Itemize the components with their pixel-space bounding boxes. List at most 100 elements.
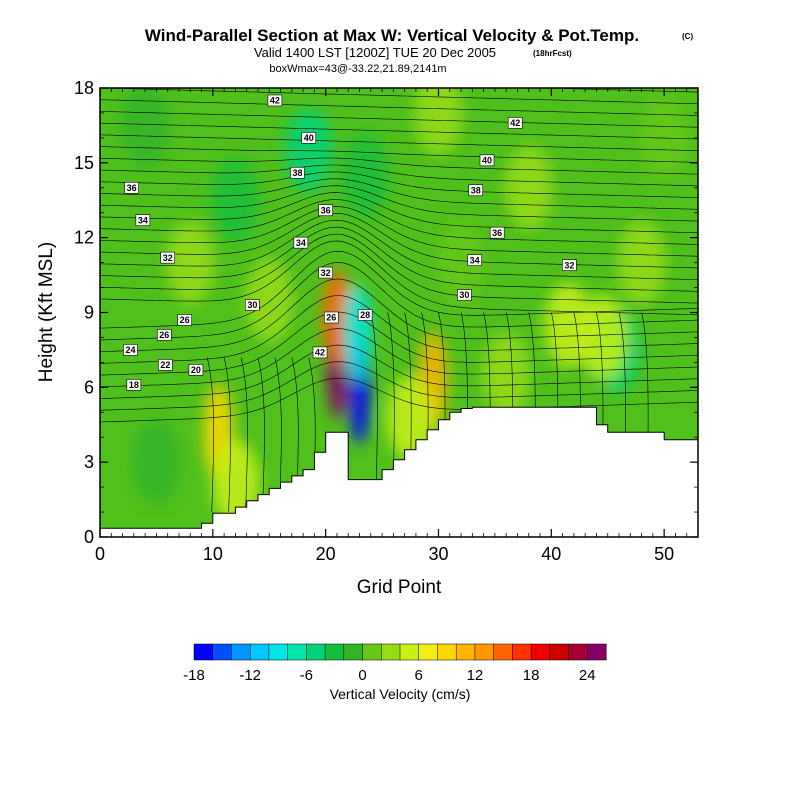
x-axis-ticks: 0 10 20 30 40 50	[95, 88, 699, 564]
vertical-velocity-field	[121, 88, 689, 525]
forecast-hour: (18hrFcst)	[533, 49, 572, 58]
contour-label-4: 26	[157, 329, 172, 341]
isentrope-12	[100, 219, 698, 280]
svg-text:26: 26	[326, 313, 336, 323]
svg-text:24: 24	[125, 345, 135, 355]
contour-label-6: 30	[245, 299, 260, 311]
svg-text:36: 36	[492, 228, 502, 238]
isentrope-6	[100, 278, 698, 352]
colorbar-swatch-19	[549, 643, 570, 661]
isentrope-20	[100, 164, 698, 187]
contour-label-7: 42	[312, 346, 328, 359]
contour-label-0: 18	[126, 379, 142, 391]
w-cell-12	[284, 108, 333, 193]
contour-label-21: 36	[489, 226, 505, 239]
contour-label-11: 34	[135, 214, 151, 227]
isentrope-23	[100, 134, 698, 151]
w-cell-7	[386, 375, 435, 460]
contour-label-5: 26	[177, 314, 192, 326]
contour-label-22: 38	[468, 184, 484, 197]
w-cell-14	[341, 133, 390, 218]
lee-contour-0	[206, 357, 215, 513]
colorbar-swatch-6	[306, 643, 326, 661]
colorbar-label: Vertical Velocity (cm/s)	[330, 686, 471, 702]
contour-label-8: 26	[324, 311, 339, 324]
contour-label-20: 34	[467, 254, 482, 266]
isentrope-13	[100, 212, 698, 269]
y-axis-label: Height (Kft MSL)	[36, 242, 57, 382]
colorbar-swatch-12	[418, 643, 439, 661]
svg-text:42: 42	[315, 348, 325, 358]
x-tick-label-4: 40	[541, 544, 561, 564]
isentrope-21	[100, 157, 698, 175]
colorbar-tick-0: -18	[183, 667, 205, 684]
theta-contours	[100, 88, 698, 513]
contour-label-3: 24	[123, 344, 138, 356]
svg-text:32: 32	[564, 260, 574, 270]
colorbar-swatch-18	[530, 643, 551, 661]
isentrope-2	[100, 344, 698, 399]
w-cell-17	[504, 145, 553, 230]
x-tick-label-1: 10	[203, 544, 223, 564]
box-max-info: boxWmax=43@-33.22,21.89,2141m	[269, 63, 446, 75]
svg-text:34: 34	[470, 255, 480, 265]
w-cell-23	[121, 88, 170, 168]
w-cell-10	[544, 282, 593, 367]
x-axis-label: Grid Point	[357, 577, 442, 598]
isentrope-22	[100, 146, 698, 163]
chart-title: Wind-Parallel Section at Max W: Vertical…	[145, 26, 639, 45]
colorbar: -18 -12 -6 0 6 12 18 24	[183, 643, 607, 684]
w-cell-11	[482, 332, 531, 417]
isentrope-19	[100, 171, 698, 198]
colorbar-swatch-21	[587, 643, 607, 661]
colorbar-tick-7: 24	[579, 667, 596, 684]
y-tick-label-1: 3	[84, 452, 94, 472]
contour-label-10: 32	[160, 251, 175, 264]
theta-contour-labels: 18 22 20 24 26 26 30 42 26 28 32 34 36 34 32 36 38 40 42 30…	[123, 94, 577, 391]
contour-label-17: 40	[301, 132, 317, 144]
contour-label-15: 36	[318, 204, 333, 217]
colorbar-swatch-2	[231, 643, 251, 661]
isentrope-14	[100, 206, 698, 257]
svg-text:18: 18	[129, 380, 139, 390]
colorbar-tick-3: 0	[358, 667, 366, 684]
valid-time: Valid 1400 LST [1200Z] TUE 20 Dec 2005	[254, 45, 496, 60]
w-cell-20	[132, 420, 181, 505]
y-tick-label-5: 15	[74, 153, 94, 173]
contour-label-2: 20	[188, 364, 204, 376]
svg-text:22: 22	[160, 360, 170, 370]
isentrope-5	[100, 295, 698, 364]
colorbar-swatch-10	[381, 643, 401, 661]
lee-contour-3	[257, 357, 265, 513]
svg-text:36: 36	[127, 183, 137, 193]
svg-text:36: 36	[321, 205, 331, 215]
colorbar-swatch-13	[437, 643, 457, 661]
w-cell-18	[437, 220, 486, 305]
contour-label-16: 38	[290, 167, 305, 179]
x-tick-label-5: 50	[654, 544, 674, 564]
svg-text:32: 32	[321, 268, 331, 278]
x-tick-label-3: 30	[428, 544, 448, 564]
w-cell-16	[166, 220, 215, 305]
contour-label-23: 40	[479, 154, 495, 167]
colorbar-tick-5: 12	[467, 667, 484, 684]
colorbar-swatch-11	[399, 643, 420, 661]
colorbar-swatch-3	[249, 643, 270, 661]
isentrope-11	[100, 226, 698, 292]
svg-text:38: 38	[292, 168, 302, 178]
colorbar-swatch-20	[568, 643, 588, 661]
isentrope-3	[100, 328, 698, 388]
isentrope-16	[100, 192, 698, 234]
y-tick-label-3: 9	[84, 303, 94, 323]
isentrope-9	[100, 240, 698, 316]
svg-text:34: 34	[138, 215, 148, 225]
isentrope-28	[531, 88, 698, 93]
svg-text:40: 40	[482, 156, 492, 166]
svg-text:42: 42	[510, 118, 520, 128]
svg-text:20: 20	[191, 365, 201, 375]
svg-text:28: 28	[360, 310, 370, 320]
colorbar-swatch-17	[512, 643, 532, 661]
w-cell-19	[617, 220, 666, 305]
colorbar-tick-6: 18	[523, 667, 540, 684]
